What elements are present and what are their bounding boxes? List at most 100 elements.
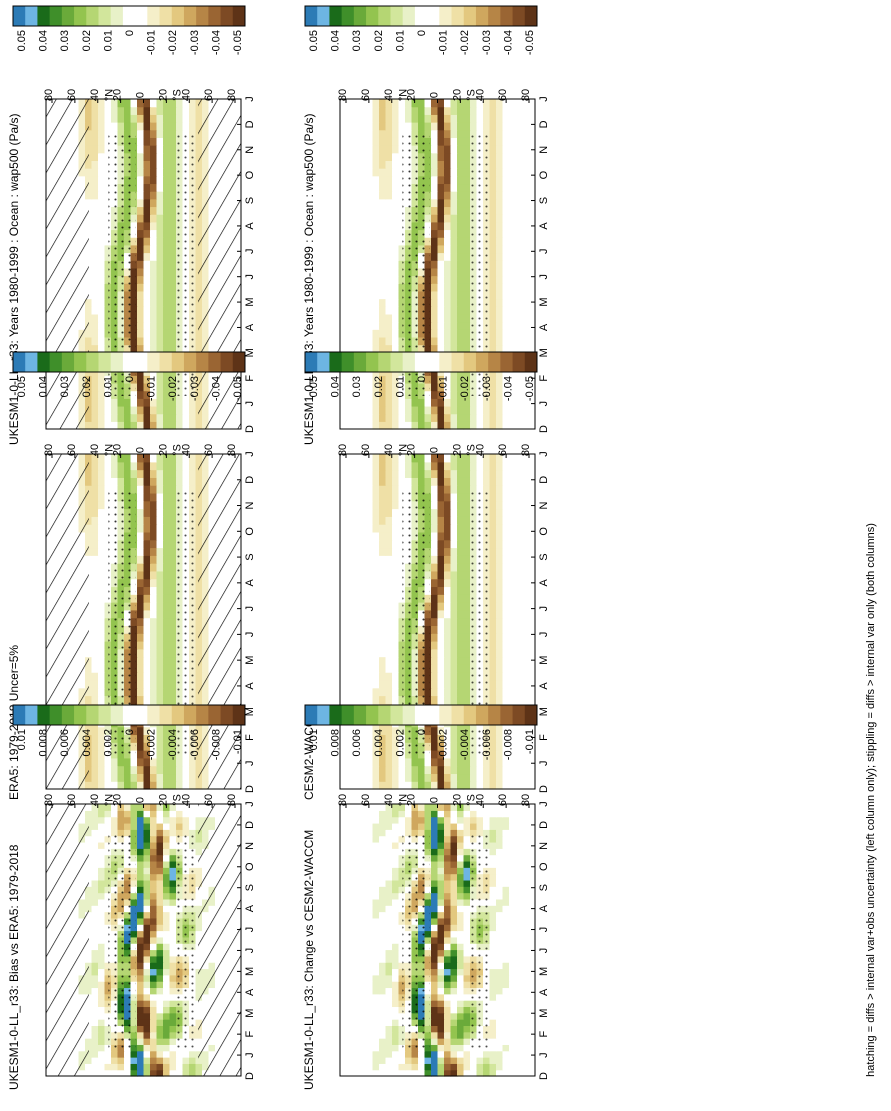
heatmap-cell bbox=[346, 175, 354, 185]
heatmap-cell bbox=[137, 214, 145, 223]
heatmap-cell bbox=[411, 757, 419, 767]
heatmap-cell bbox=[528, 664, 536, 673]
heatmap-cell bbox=[169, 765, 177, 775]
heatmap-cell bbox=[124, 106, 132, 115]
heatmap-cell bbox=[359, 137, 367, 146]
heatmap-cell bbox=[346, 237, 354, 246]
heatmap-cell bbox=[366, 382, 374, 392]
heatmap-cell bbox=[104, 485, 112, 494]
heatmap-cell bbox=[137, 421, 145, 430]
heatmap-cell bbox=[385, 586, 393, 595]
heatmap-cell bbox=[385, 313, 393, 323]
heatmap-cell bbox=[366, 633, 374, 642]
heatmap-cell bbox=[463, 640, 471, 650]
heatmap-cell bbox=[182, 405, 190, 415]
heatmap-cell bbox=[528, 757, 536, 767]
heatmap-cell bbox=[437, 275, 445, 284]
heatmap-cell bbox=[372, 229, 380, 238]
month-tick-label: A bbox=[538, 222, 550, 230]
heatmap-cell bbox=[340, 145, 348, 154]
heatmap-cell bbox=[437, 244, 445, 254]
heatmap-cell bbox=[150, 122, 158, 131]
heatmap-cell bbox=[137, 492, 145, 502]
heatmap-cell bbox=[515, 252, 523, 261]
heatmap-cell bbox=[496, 267, 504, 277]
heatmap-cell bbox=[353, 329, 361, 338]
heatmap-cell bbox=[398, 175, 406, 185]
colorbar-label: -0.03 bbox=[189, 30, 201, 55]
heatmap-cell bbox=[163, 734, 171, 743]
heatmap-cell bbox=[150, 633, 158, 642]
heatmap-cell bbox=[515, 695, 523, 704]
heatmap-cell bbox=[163, 160, 171, 169]
heatmap-cell bbox=[483, 757, 491, 767]
heatmap-cell bbox=[509, 656, 517, 665]
colorbar-label: -0.02 bbox=[459, 30, 471, 55]
heatmap-cell bbox=[385, 260, 393, 269]
heatmap-cell bbox=[515, 625, 523, 634]
heatmap-cell bbox=[515, 602, 523, 611]
heatmap-cell bbox=[463, 252, 471, 261]
heatmap-cell bbox=[346, 398, 354, 407]
colorbar-swatch bbox=[86, 6, 99, 26]
month-tick-label: J bbox=[244, 632, 256, 638]
colorbar-swatch bbox=[171, 352, 185, 372]
heatmap-cell bbox=[515, 313, 523, 323]
heatmap-cell bbox=[509, 114, 517, 123]
heatmap-cell bbox=[444, 306, 452, 315]
month-tick-label: S bbox=[244, 553, 256, 560]
heatmap-cell bbox=[143, 656, 151, 665]
heatmap-cell bbox=[150, 398, 158, 407]
heatmap-cell bbox=[509, 586, 517, 595]
heatmap-cell bbox=[372, 137, 380, 146]
heatmap-cell bbox=[379, 413, 387, 422]
heatmap-cell bbox=[163, 183, 171, 192]
heatmap-cell bbox=[437, 336, 445, 346]
heatmap-cell bbox=[163, 145, 171, 154]
heatmap-cell bbox=[522, 405, 530, 415]
heatmap-cell bbox=[91, 283, 99, 292]
heatmap-cell bbox=[509, 221, 517, 231]
heatmap-cell bbox=[385, 405, 393, 415]
heatmap-cell bbox=[91, 773, 99, 782]
heatmap-cell bbox=[150, 781, 158, 790]
heatmap-cell bbox=[353, 152, 361, 161]
heatmap-cell bbox=[457, 617, 465, 626]
heatmap-cell bbox=[496, 375, 504, 384]
heatmap-cell bbox=[431, 244, 439, 254]
heatmap-cell bbox=[143, 781, 151, 790]
heatmap-cell bbox=[528, 742, 536, 751]
heatmap-cell bbox=[340, 237, 348, 246]
heatmap-cell bbox=[359, 382, 367, 392]
heatmap-cell bbox=[509, 602, 517, 611]
heatmap-cell bbox=[169, 734, 177, 743]
heatmap-cell bbox=[522, 206, 530, 215]
heatmap-cell bbox=[150, 539, 158, 549]
heatmap-cell bbox=[522, 633, 530, 642]
heatmap-cell bbox=[379, 298, 387, 307]
heatmap-cell bbox=[392, 244, 400, 254]
heatmap-cell bbox=[340, 421, 348, 430]
heatmap-cell bbox=[124, 765, 132, 775]
lat-tick-label: 40 bbox=[89, 89, 101, 101]
heatmap-cell bbox=[137, 640, 145, 650]
heatmap-cell bbox=[502, 129, 510, 138]
heatmap-cell bbox=[163, 531, 171, 541]
heatmap-cell bbox=[489, 137, 497, 146]
heatmap-cell bbox=[150, 313, 158, 323]
heatmap-cell bbox=[163, 570, 171, 580]
heatmap-cell bbox=[450, 390, 458, 399]
heatmap-cell bbox=[418, 765, 426, 775]
heatmap-cell bbox=[509, 773, 517, 782]
heatmap-cell bbox=[176, 421, 184, 430]
heatmap-cell bbox=[340, 229, 348, 238]
heatmap-cell bbox=[163, 633, 171, 642]
heatmap-cell bbox=[98, 175, 106, 185]
heatmap-cell bbox=[359, 648, 367, 658]
heatmap-cell bbox=[163, 578, 171, 588]
heatmap-cell bbox=[522, 137, 530, 146]
heatmap-cell bbox=[405, 398, 413, 407]
heatmap-cell bbox=[528, 290, 536, 300]
lat-tick-label: 40 bbox=[474, 89, 486, 101]
heatmap-cell bbox=[444, 695, 452, 704]
